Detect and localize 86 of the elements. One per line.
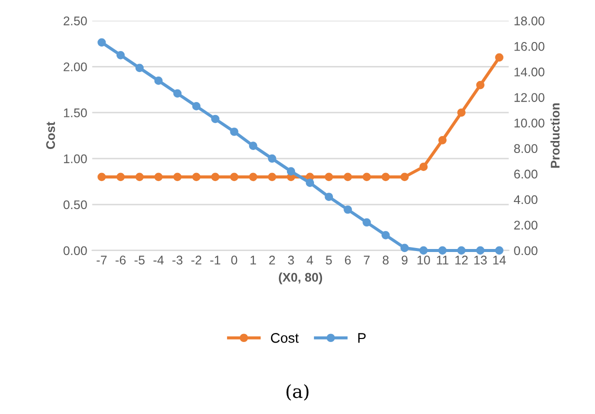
x-tick-label: 1 bbox=[250, 256, 256, 264]
x-tick-label: -6 bbox=[116, 256, 126, 265]
x-tick-label: 13 bbox=[474, 256, 487, 265]
point bbox=[438, 136, 447, 144]
x-tick-label: 9 bbox=[402, 256, 408, 265]
point bbox=[382, 230, 390, 240]
point bbox=[438, 246, 447, 255]
point bbox=[457, 108, 466, 117]
y2-tick-label: 18.00 bbox=[514, 16, 544, 26]
y2-tick-label: 2.00 bbox=[514, 220, 538, 230]
x-tick-label: -4 bbox=[153, 256, 164, 264]
point bbox=[344, 172, 352, 182]
point bbox=[362, 172, 371, 182]
point bbox=[154, 172, 163, 182]
point bbox=[248, 172, 258, 182]
y2-tick-label: 4.00 bbox=[514, 195, 538, 204]
x-tick-label: -2 bbox=[191, 256, 202, 264]
x-tick-label: 12 bbox=[455, 256, 468, 264]
point bbox=[268, 154, 276, 163]
y2-tick-label: 16.00 bbox=[514, 42, 544, 51]
x-tick-label: 14 bbox=[493, 256, 506, 264]
point bbox=[400, 172, 409, 182]
x-tick-label: 4 bbox=[306, 256, 314, 264]
point bbox=[98, 38, 106, 47]
point bbox=[476, 80, 484, 90]
point bbox=[116, 172, 125, 182]
x-tick-label: 0 bbox=[231, 256, 238, 265]
text: (a) bbox=[286, 384, 308, 401]
y2-tick-label: 12.00 bbox=[514, 93, 544, 102]
point bbox=[173, 89, 182, 98]
y-tick-label: 0.00 bbox=[64, 246, 87, 256]
point bbox=[400, 244, 409, 252]
point bbox=[476, 246, 484, 255]
point bbox=[98, 172, 106, 182]
point bbox=[495, 53, 504, 62]
point bbox=[211, 172, 220, 182]
point bbox=[154, 76, 163, 85]
point bbox=[344, 205, 352, 214]
y2-tick-label: 8.00 bbox=[514, 144, 538, 153]
legend-label: P bbox=[358, 333, 366, 343]
point bbox=[116, 51, 125, 60]
y-tick-label: 1.00 bbox=[64, 154, 87, 164]
x-tick-label: 5 bbox=[326, 256, 332, 265]
y-axis-title: Cost bbox=[46, 122, 56, 149]
point bbox=[324, 172, 334, 182]
point bbox=[230, 128, 238, 136]
legend-label: Cost bbox=[270, 333, 299, 343]
y2-tick-label: 10.00 bbox=[514, 118, 544, 128]
point bbox=[268, 172, 276, 182]
point bbox=[495, 246, 504, 255]
point bbox=[192, 102, 201, 110]
point bbox=[457, 246, 466, 255]
point bbox=[362, 218, 371, 227]
point bbox=[324, 192, 334, 202]
point bbox=[135, 64, 144, 72]
point bbox=[306, 178, 314, 187]
point bbox=[230, 172, 238, 182]
x-tick-label: -5 bbox=[134, 256, 145, 265]
x-tick-label: 2 bbox=[269, 256, 275, 264]
y-tick-label: 0.50 bbox=[64, 200, 87, 210]
point bbox=[382, 172, 390, 182]
x-tick-label: -1 bbox=[210, 256, 220, 264]
point bbox=[419, 246, 428, 255]
point bbox=[286, 167, 296, 176]
point bbox=[173, 172, 182, 182]
x-tick-label: 6 bbox=[344, 256, 351, 265]
y2-tick-label: 14.00 bbox=[514, 68, 544, 76]
x-tick-label: 10 bbox=[418, 256, 430, 265]
y2-tick-label: 6.00 bbox=[514, 170, 538, 179]
point bbox=[419, 162, 428, 171]
y-tick-label: 2.50 bbox=[64, 16, 87, 26]
x-tick-label: 7 bbox=[364, 256, 370, 264]
x-axis-title: (X0, 80) bbox=[278, 272, 322, 284]
x-tick-label: 8 bbox=[382, 256, 389, 265]
point bbox=[248, 142, 258, 150]
y2-tick-label: 0.00 bbox=[514, 246, 538, 256]
point bbox=[135, 172, 144, 182]
point bbox=[211, 114, 220, 124]
y2-axis-title: Production bbox=[550, 103, 560, 168]
x-tick-label: -7 bbox=[96, 256, 107, 264]
x-tick-label: 3 bbox=[288, 256, 294, 265]
x-tick-label: -3 bbox=[172, 256, 182, 265]
y-tick-label: 2.00 bbox=[64, 62, 87, 72]
point bbox=[192, 172, 201, 182]
y-tick-label: 1.50 bbox=[64, 108, 87, 118]
x-tick-label: 11 bbox=[436, 256, 448, 264]
